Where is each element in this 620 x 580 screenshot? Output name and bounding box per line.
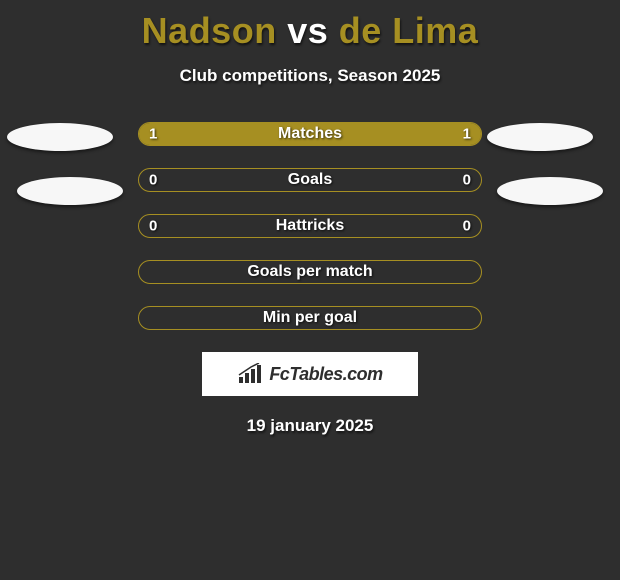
date-text: 19 january 2025 (0, 416, 620, 436)
bar-right-value: 1 (463, 126, 471, 143)
bar-right-value: 0 (463, 172, 471, 189)
logo-box: FcTables.com (202, 352, 418, 396)
avatar-ellipse (497, 177, 603, 205)
stat-bar: Goals per match (138, 260, 482, 284)
avatar-ellipse (7, 123, 113, 151)
avatar-ellipse (17, 177, 123, 205)
chart-icon (237, 363, 263, 385)
bar-label: Goals per match (247, 263, 372, 281)
stat-bar: Min per goal (138, 306, 482, 330)
bar-label: Goals (288, 171, 332, 189)
bar-left-value: 0 (149, 218, 157, 235)
vs-text: vs (287, 10, 328, 51)
avatar-ellipse (487, 123, 593, 151)
bar-right-value: 0 (463, 218, 471, 235)
subtitle: Club competitions, Season 2025 (0, 66, 620, 86)
bar-left-value: 1 (149, 126, 157, 143)
bar-label: Matches (278, 125, 342, 143)
player1-name: Nadson (142, 10, 277, 51)
stat-bar: 0 0 Hattricks (138, 214, 482, 238)
stat-bar: 1 1 Matches (138, 122, 482, 146)
bar-label: Hattricks (276, 217, 344, 235)
page-title: Nadson vs de Lima (0, 0, 620, 52)
bar-label: Min per goal (263, 309, 357, 327)
bar-left-value: 0 (149, 172, 157, 189)
stat-rows: 1 1 Matches 0 0 Goals 0 0 Hattricks Goals per mat… (0, 122, 620, 330)
logo-text: FcTables.com (269, 364, 382, 385)
player2-name: de Lima (339, 10, 479, 51)
stat-bar: 0 0 Goals (138, 168, 482, 192)
